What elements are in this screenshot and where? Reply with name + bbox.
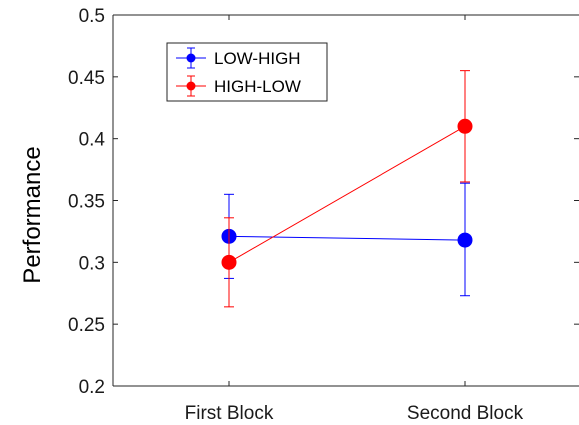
y-axis-title: Performance (19, 146, 46, 283)
x-tick-label: First Block (185, 403, 274, 424)
legend: LOW-HIGH HIGH-LOW (166, 42, 328, 102)
series-line (228, 235, 466, 241)
legend-label: LOW-HIGH (214, 49, 301, 68)
legend-marker (186, 81, 196, 91)
y-tick-label: 0.35 (68, 192, 105, 213)
legend-label: HIGH-LOW (214, 77, 301, 96)
y-tick-label: 0.2 (79, 377, 105, 398)
legend-box (166, 42, 328, 102)
y-ticks: 0.2 0.25 0.3 0.35 0.4 0.45 0.5 (68, 6, 579, 398)
legend-marker (186, 53, 196, 63)
series-layer (221, 70, 473, 308)
y-tick-label: 0.45 (68, 68, 105, 89)
y-tick-label: 0.25 (68, 315, 105, 336)
series-line (228, 125, 466, 263)
data-point (457, 118, 473, 134)
data-point (457, 232, 473, 248)
x-ticks: First Block Second Block (185, 15, 524, 424)
series-low-high (221, 182, 473, 297)
series-high-low (221, 70, 473, 308)
data-point (221, 254, 237, 270)
y-tick-label: 0.3 (79, 253, 105, 274)
x-tick-label: Second Block (407, 403, 524, 424)
y-tick-label: 0.5 (79, 6, 105, 27)
y-tick-label: 0.4 (79, 130, 106, 151)
